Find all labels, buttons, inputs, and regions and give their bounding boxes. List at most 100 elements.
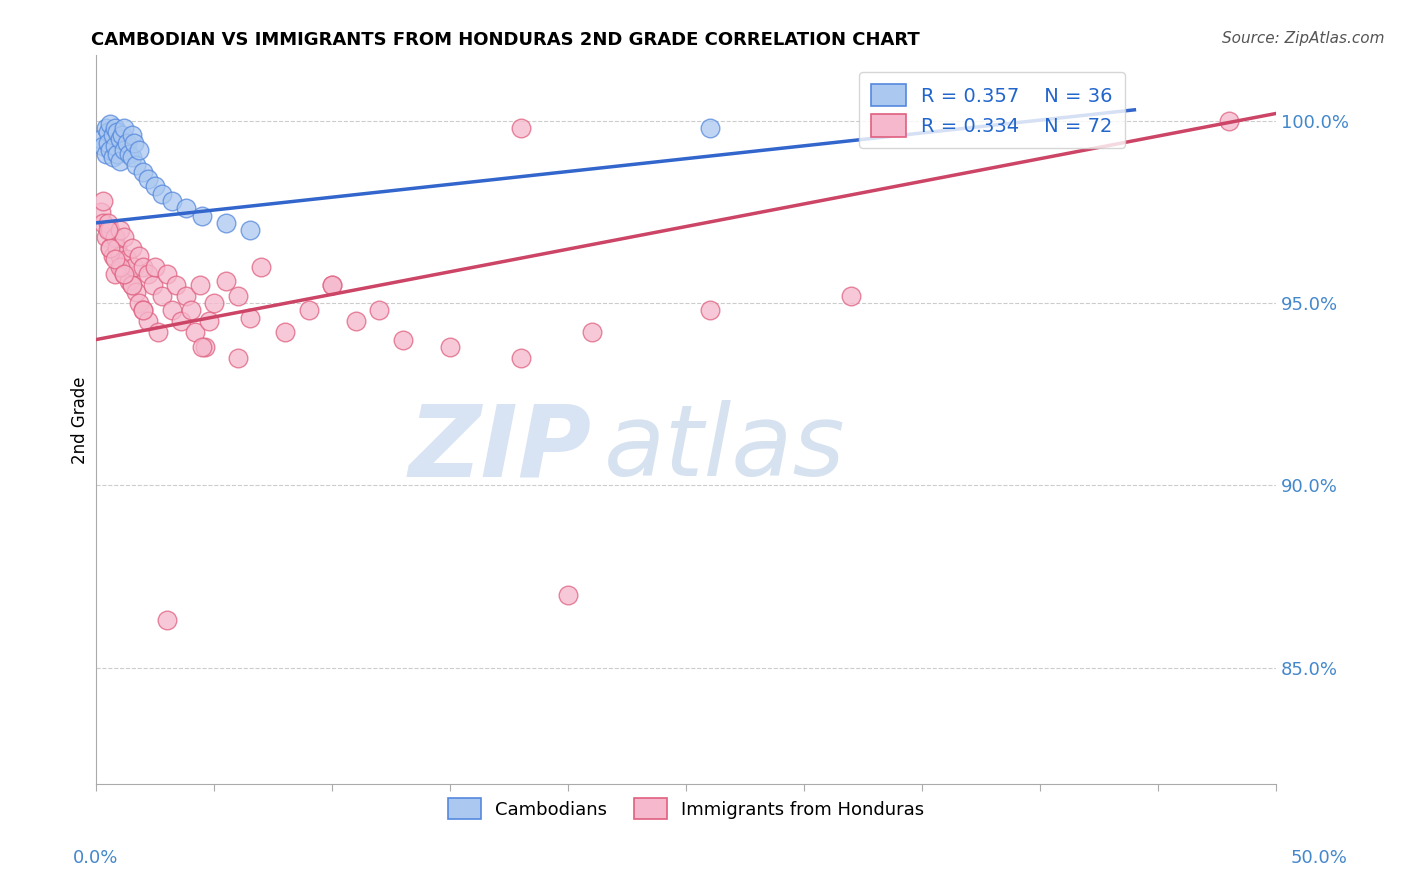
Point	[125, 157, 148, 171]
Point	[174, 202, 197, 216]
Point	[90, 205, 112, 219]
Point	[114, 230, 136, 244]
Point	[188, 277, 211, 292]
Point	[215, 274, 238, 288]
Point	[97, 136, 120, 150]
Point	[136, 267, 159, 281]
Point	[191, 209, 214, 223]
Point	[439, 340, 461, 354]
Text: atlas: atlas	[603, 401, 845, 498]
Point	[1218, 113, 1240, 128]
Point	[238, 310, 260, 325]
Point	[180, 303, 202, 318]
Point	[250, 260, 273, 274]
Point	[132, 303, 155, 318]
Point	[368, 303, 391, 318]
Point	[107, 125, 129, 139]
Point	[699, 121, 721, 136]
Point	[97, 223, 120, 237]
Point	[128, 296, 150, 310]
Point	[839, 289, 862, 303]
Point	[98, 143, 121, 157]
Point	[97, 216, 120, 230]
Point	[107, 146, 129, 161]
Point	[97, 125, 120, 139]
Point	[115, 136, 138, 150]
Point	[170, 314, 193, 328]
Point	[118, 146, 141, 161]
Point	[115, 252, 138, 267]
Point	[121, 277, 143, 292]
Point	[104, 230, 127, 244]
Point	[557, 588, 579, 602]
Point	[143, 179, 166, 194]
Point	[122, 260, 145, 274]
Point	[226, 351, 249, 365]
Point	[238, 223, 260, 237]
Point	[321, 277, 343, 292]
Point	[191, 340, 214, 354]
Point	[104, 121, 127, 136]
Point	[111, 128, 134, 143]
Text: CAMBODIAN VS IMMIGRANTS FROM HONDURAS 2ND GRADE CORRELATION CHART: CAMBODIAN VS IMMIGRANTS FROM HONDURAS 2N…	[91, 31, 920, 49]
Point	[150, 186, 173, 201]
Point	[392, 333, 415, 347]
Point	[108, 223, 131, 237]
Point	[114, 121, 136, 136]
Point	[90, 132, 112, 146]
Point	[108, 249, 131, 263]
Point	[101, 249, 124, 263]
Point	[101, 128, 124, 143]
Point	[128, 249, 150, 263]
Point	[108, 260, 131, 274]
Point	[121, 128, 143, 143]
Point	[215, 216, 238, 230]
Point	[156, 267, 179, 281]
Legend: Cambodians, Immigrants from Honduras: Cambodians, Immigrants from Honduras	[441, 791, 931, 827]
Point	[165, 277, 187, 292]
Point	[125, 285, 148, 300]
Point	[699, 303, 721, 318]
Text: Source: ZipAtlas.com: Source: ZipAtlas.com	[1222, 31, 1385, 46]
Y-axis label: 2nd Grade: 2nd Grade	[72, 376, 89, 464]
Point	[132, 260, 155, 274]
Point	[114, 267, 136, 281]
Point	[108, 153, 131, 168]
Point	[136, 172, 159, 186]
Text: ZIP: ZIP	[409, 401, 592, 498]
Point	[146, 325, 169, 339]
Point	[98, 241, 121, 255]
Point	[104, 252, 127, 267]
Point	[132, 165, 155, 179]
Point	[121, 241, 143, 255]
Point	[121, 277, 143, 292]
Point	[98, 223, 121, 237]
Point	[297, 303, 319, 318]
Point	[98, 241, 121, 255]
Point	[150, 289, 173, 303]
Point	[160, 303, 183, 318]
Point	[98, 117, 121, 131]
Point	[101, 150, 124, 164]
Point	[174, 289, 197, 303]
Point	[94, 146, 117, 161]
Point	[136, 314, 159, 328]
Point	[91, 216, 114, 230]
Point	[160, 194, 183, 208]
Point	[226, 289, 249, 303]
Point	[143, 260, 166, 274]
Point	[104, 139, 127, 153]
Point	[91, 194, 114, 208]
Point	[122, 136, 145, 150]
Text: 0.0%: 0.0%	[73, 849, 118, 867]
Point	[198, 314, 221, 328]
Point	[94, 230, 117, 244]
Point	[114, 267, 136, 281]
Point	[107, 241, 129, 255]
Point	[156, 613, 179, 627]
Point	[118, 274, 141, 288]
Point	[344, 314, 367, 328]
Point	[202, 296, 225, 310]
Point	[509, 351, 531, 365]
Point	[104, 267, 127, 281]
